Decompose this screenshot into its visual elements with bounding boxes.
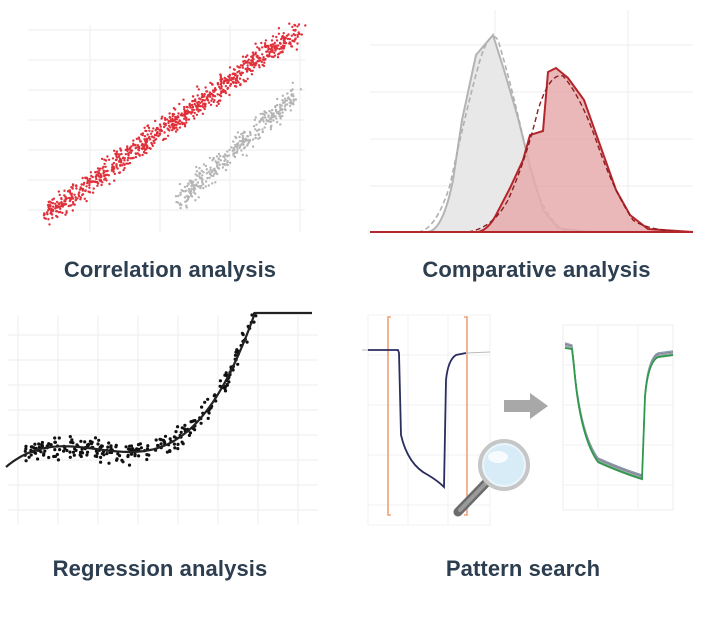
signal-trace	[368, 349, 467, 490]
regression-curve	[5, 311, 312, 468]
marker-right	[464, 316, 468, 516]
correlation-panel: Correlation analysis	[0, 0, 340, 300]
matched-patterns-chart	[562, 324, 674, 511]
scatter-correlation-icon	[28, 22, 307, 232]
grid	[28, 25, 305, 232]
magnifier-icon	[453, 439, 530, 517]
primary-scatter	[42, 22, 307, 226]
matched-traces	[564, 342, 674, 481]
distribution-comparison-icon	[370, 10, 694, 233]
grid	[8, 315, 318, 525]
comparative-caption: Comparative analysis	[422, 257, 651, 282]
source-signal-chart	[362, 314, 491, 526]
correlation-caption: Correlation analysis	[63, 257, 277, 282]
pattern-panel: Pattern search	[358, 305, 715, 617]
pattern-caption: Pattern search	[445, 556, 601, 581]
arrow-right-icon	[504, 393, 548, 419]
marker-left	[387, 316, 391, 516]
regression-curve-icon	[5, 311, 318, 525]
regression-panel: Regression analysis	[0, 305, 340, 617]
regression-caption: Regression analysis	[52, 556, 268, 581]
red-distribution-area	[477, 66, 694, 233]
pattern-search-icon	[362, 314, 674, 526]
comparative-panel: Comparative analysis	[358, 0, 715, 300]
red-distribution-fit	[467, 74, 694, 233]
secondary-scatter	[174, 81, 302, 210]
